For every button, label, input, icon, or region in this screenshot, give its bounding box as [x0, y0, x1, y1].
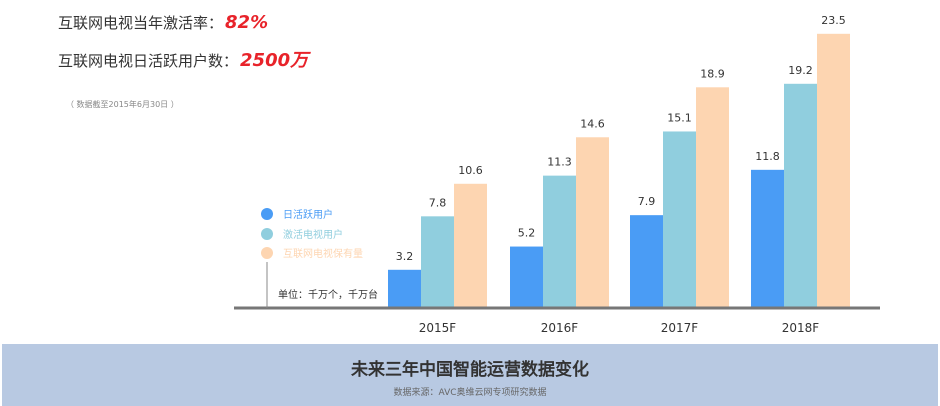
- unit-note: 单位：千万个，千万台: [278, 288, 378, 301]
- legend-marker-2: [261, 247, 273, 259]
- bar-2015F-series-1: [421, 216, 454, 307]
- bar-2017F-series-1: [663, 131, 696, 307]
- bar-2018F-series-0: [751, 170, 784, 307]
- x-tick-label: 2016F: [541, 321, 579, 335]
- data-label-2015F-series-2: 10.6: [458, 164, 483, 177]
- bar-2016F-series-0: [510, 247, 543, 307]
- bar-2017F-series-0: [630, 215, 663, 307]
- bar-2015F-series-2: [454, 184, 487, 307]
- bar-chart: 3.2 7.8 10.6 2015F 5.2 11.3 14.6 2016F 7.9 15.1 18…: [0, 0, 940, 344]
- footer-band: 未来三年中国智能运营数据变化 数据来源：AVC奥维云网专项研究数据: [2, 344, 938, 406]
- data-label-2015F-series-0: 3.2: [396, 250, 414, 263]
- bar-2018F-series-2: [817, 34, 850, 307]
- legend-marker-0: [261, 208, 273, 220]
- legend-label-2: 互联网电视保有量: [283, 247, 363, 260]
- data-source: 数据来源：AVC奥维云网专项研究数据: [2, 385, 938, 398]
- data-label-2016F-series-0: 5.2: [518, 227, 536, 240]
- bar-2017F-series-2: [696, 87, 729, 307]
- data-label-2017F-series-2: 18.9: [700, 67, 725, 80]
- chart-title: 未来三年中国智能运营数据变化: [2, 355, 938, 380]
- data-label-2016F-series-2: 14.6: [580, 117, 605, 130]
- bar-2015F-series-0: [388, 270, 421, 307]
- data-label-2018F-series-0: 11.8: [755, 150, 780, 163]
- x-tick-label: 2017F: [661, 321, 699, 335]
- data-label-2018F-series-1: 19.2: [788, 64, 813, 77]
- data-label-2017F-series-0: 7.9: [638, 195, 656, 208]
- bar-2016F-series-1: [543, 176, 576, 307]
- data-label-2015F-series-1: 7.8: [429, 196, 447, 209]
- data-label-2018F-series-2: 23.5: [821, 14, 846, 27]
- bar-2016F-series-2: [576, 137, 609, 307]
- legend-label-0: 日活跃用户: [283, 208, 333, 221]
- x-tick-label: 2015F: [419, 321, 457, 335]
- legend-label-1: 激活电视用户: [283, 228, 343, 241]
- legend-marker-1: [261, 228, 273, 240]
- data-label-2017F-series-1: 15.1: [667, 111, 692, 124]
- data-label-2016F-series-1: 11.3: [547, 156, 572, 169]
- bar-2018F-series-1: [784, 84, 817, 307]
- x-tick-label: 2018F: [782, 321, 820, 335]
